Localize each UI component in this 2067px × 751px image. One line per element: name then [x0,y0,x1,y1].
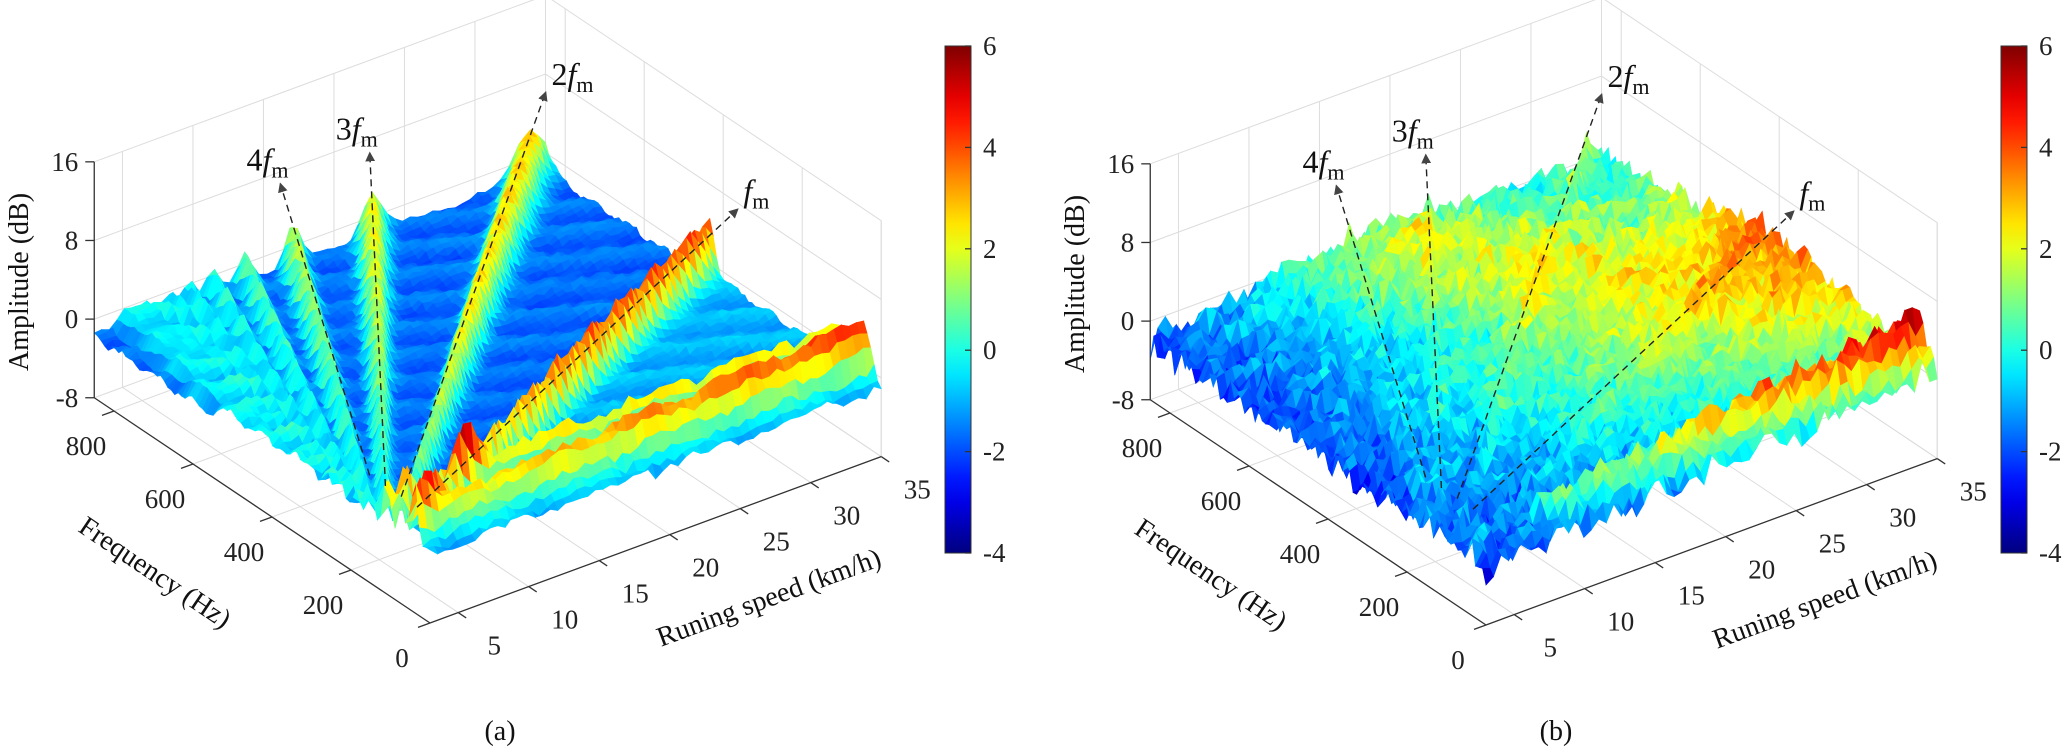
gridline [94,0,535,163]
gridline [94,152,546,320]
gridline [545,73,882,300]
gridline [122,386,459,614]
surface-plot-a: -8081602004006008005101520253035Amplitud… [4,0,1006,747]
gridline [551,0,882,222]
gridline [94,73,546,241]
surface [93,129,882,555]
